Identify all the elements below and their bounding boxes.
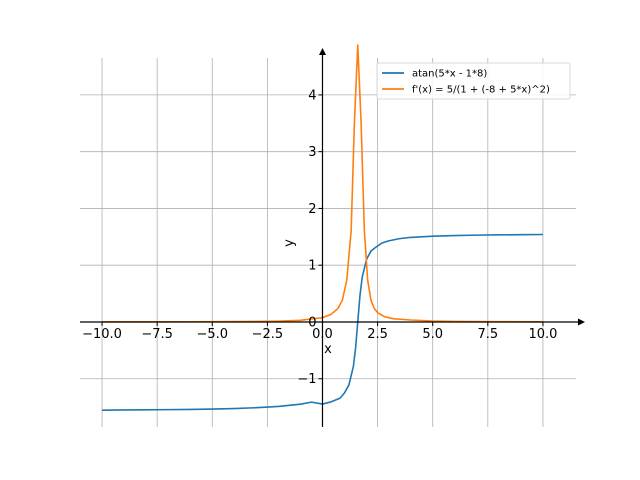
x-axis-arrow-icon — [578, 318, 585, 326]
x-tick-label: 0.0 — [312, 327, 333, 342]
x-tick-label: 5.0 — [422, 327, 443, 342]
y-axis-arrow-icon — [318, 48, 326, 55]
x-tick-label: 2.5 — [367, 327, 388, 342]
y-tick-label: 3 — [308, 145, 316, 160]
x-tick-label: 7.5 — [477, 327, 498, 342]
x-tick-label: −2.5 — [252, 327, 284, 342]
x-tick-label: −5.0 — [196, 327, 228, 342]
x-axis-label: x — [324, 342, 332, 357]
legend-frame — [376, 62, 571, 100]
legend-entry-2: f'(x) = 5/(1 + (-8 + 5*x)^2) — [412, 85, 550, 96]
x-tick-label: −7.5 — [141, 327, 173, 342]
y-axis-label: y — [282, 239, 297, 247]
y-tick-label: −1 — [297, 372, 316, 387]
series-layer — [102, 44, 543, 411]
series-line-2 — [102, 44, 543, 323]
grid — [80, 58, 576, 427]
tick-labels: −10.0 −7.5 −5.0 −2.5 0.0 2.5 5.0 7.5 10.0 −1 0 1 2 3 4 — [82, 88, 557, 387]
series-line-1 — [102, 233, 543, 411]
y-tick-label: 0 — [308, 315, 316, 330]
y-tick-label: 4 — [308, 88, 316, 103]
y-tick-label: 1 — [308, 259, 316, 274]
x-tick-label: −10.0 — [82, 327, 122, 342]
legend: atan(5*x - 1*8) f'(x) = 5/(1 + (-8 + 5*x)… — [376, 62, 571, 100]
x-tick-label: 10.0 — [528, 327, 557, 342]
axes — [80, 48, 585, 427]
y-tick-label: 2 — [308, 202, 316, 217]
legend-entry-1: atan(5*x - 1*8) — [412, 69, 487, 80]
